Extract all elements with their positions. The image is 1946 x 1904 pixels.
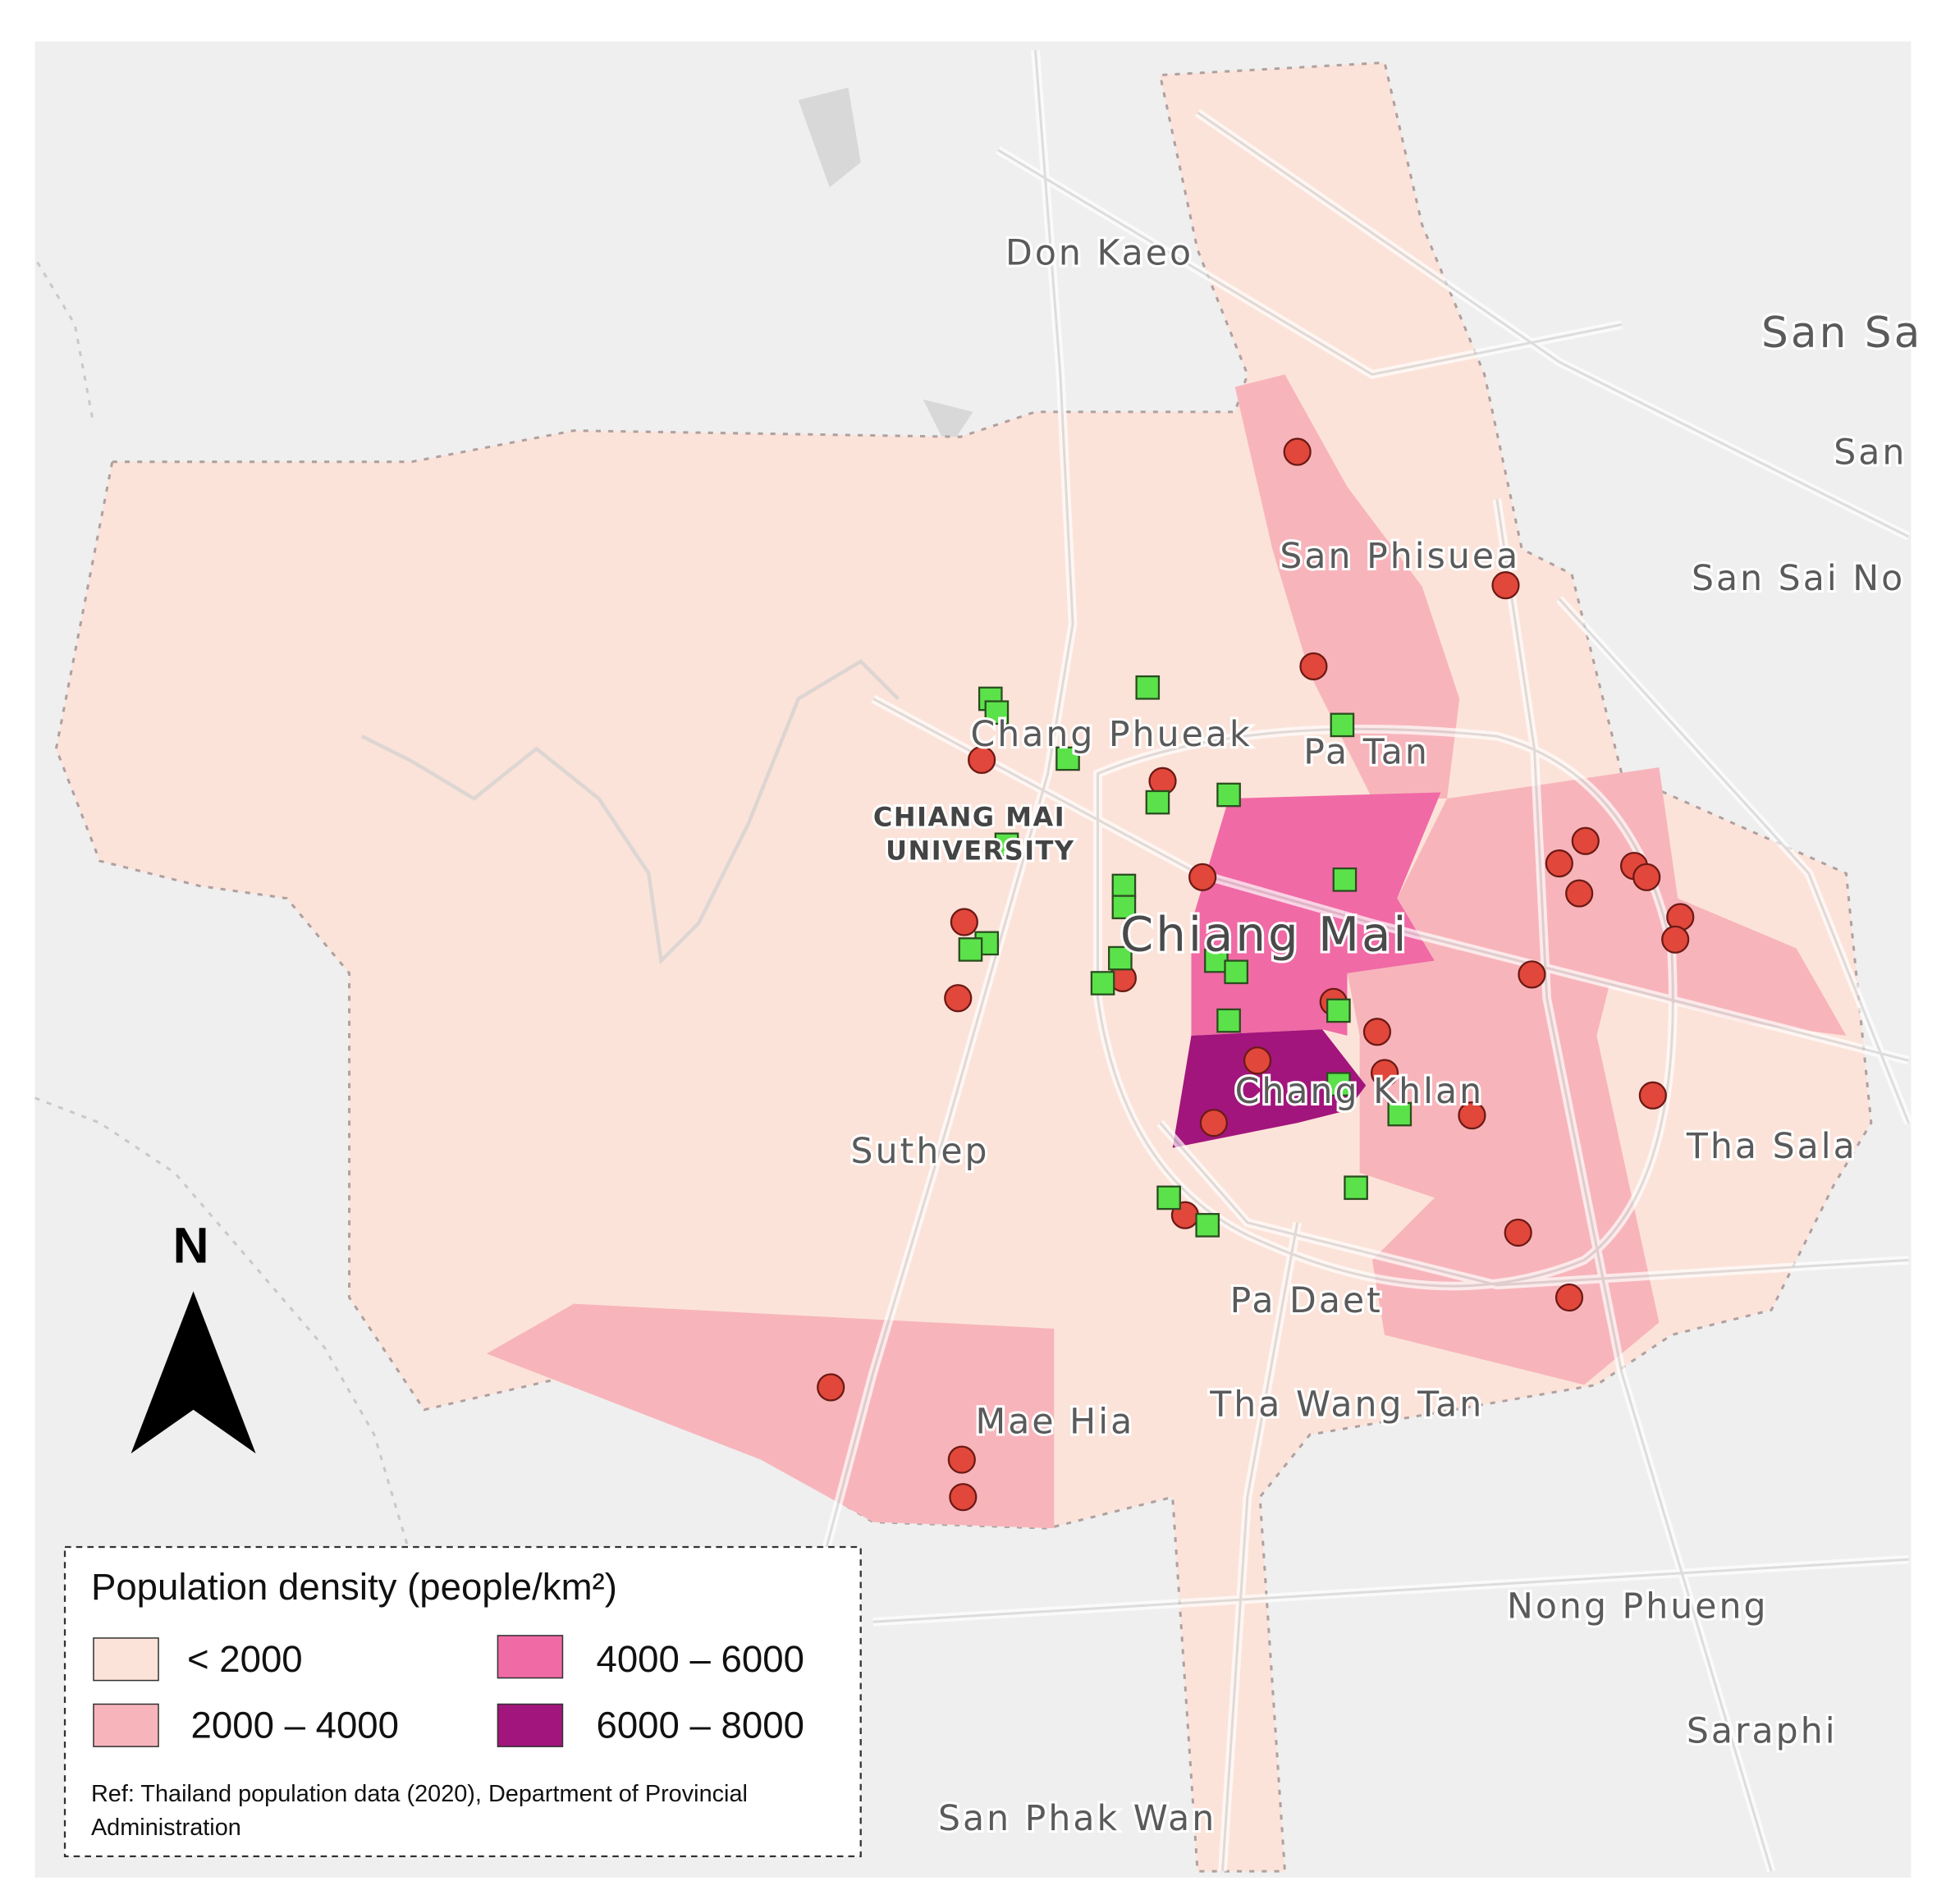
legend-label: < 2000 <box>187 1638 303 1680</box>
place-label: UNIVERSITY <box>886 835 1074 867</box>
legend-source: Ref: Thailand population data (2020), De… <box>91 1781 748 1807</box>
place-label: San Sai No <box>1692 559 1905 599</box>
legend-label: 6000 – 8000 <box>596 1705 804 1746</box>
district-under-2000 <box>54 61 1873 1873</box>
site-circle <box>1188 863 1217 891</box>
site-circle <box>1362 1018 1392 1046</box>
place-label: Chang Phueak <box>970 715 1252 755</box>
boundary <box>34 261 414 1560</box>
site-square <box>1135 675 1161 700</box>
place-label: Pa Tan <box>1303 732 1430 772</box>
site-square <box>1195 1213 1220 1238</box>
site-circle <box>1632 863 1661 891</box>
place-label: San Phisuea <box>1280 537 1520 577</box>
place-labels: Don Kaeo San Sa San San Phisuea San Sai … <box>849 231 1923 1842</box>
site-circle <box>1299 652 1328 681</box>
place-label: Chang Khlan <box>1235 1072 1484 1112</box>
site-circle <box>1458 1101 1486 1130</box>
place-label: Tha Wang Tan <box>1209 1385 1484 1425</box>
site-circle <box>1545 849 1573 878</box>
legend-title: Population density (people/km²) <box>91 1566 617 1608</box>
markers <box>817 437 1695 1512</box>
site-square <box>1156 1185 1181 1211</box>
site-circle <box>1283 437 1312 466</box>
legend-label: 2000 – 4000 <box>191 1705 399 1746</box>
place-label: Pa Daet <box>1230 1281 1383 1321</box>
site-square <box>1224 959 1249 985</box>
site-circle <box>1518 960 1546 989</box>
site-circle <box>817 1373 845 1402</box>
legend-source: Administration <box>91 1815 241 1841</box>
place-label: Don Kaeo <box>1005 234 1193 274</box>
site-circle <box>1555 1283 1584 1312</box>
site-square <box>994 832 1019 858</box>
site-circle <box>947 1445 976 1474</box>
place-label: San Phak Wan <box>938 1799 1216 1839</box>
site-circle <box>1565 879 1594 908</box>
north-label: N <box>173 1217 209 1273</box>
site-square <box>1330 712 1355 738</box>
site-circle <box>950 908 978 936</box>
site-square <box>1216 782 1241 808</box>
trail <box>360 658 900 965</box>
legend-swatch <box>93 1637 159 1682</box>
place-label: Saraphi <box>1687 1712 1838 1752</box>
water <box>798 87 973 450</box>
site-square <box>984 700 1010 725</box>
site-square <box>1332 867 1358 892</box>
site-square <box>1326 998 1351 1023</box>
site-circle <box>1243 1046 1272 1075</box>
place-label: CHIANG MAI <box>873 801 1065 832</box>
site-square <box>1216 1008 1241 1033</box>
place-label: Nong Phueng <box>1507 1587 1769 1627</box>
site-square <box>1387 1101 1413 1127</box>
place-label: Tha Sala <box>1686 1127 1857 1167</box>
site-square <box>1055 746 1080 771</box>
place-label: San Sa <box>1761 309 1922 358</box>
legend-box <box>63 1545 862 1858</box>
legend-swatch <box>497 1703 564 1747</box>
district-2000-4000 <box>486 1303 1055 1529</box>
site-circle <box>944 984 973 1013</box>
site-square <box>1111 895 1137 920</box>
legend-label: 4000 – 6000 <box>596 1638 804 1680</box>
legend: Population density (people/km²) < 2000 2… <box>63 1545 862 1858</box>
site-square <box>958 937 983 962</box>
site-circle <box>1571 826 1600 855</box>
site-square <box>1111 873 1137 899</box>
place-label: Chiang Mai <box>1120 906 1409 962</box>
roads <box>360 49 1913 1873</box>
site-square <box>1344 1175 1368 1201</box>
district-4000-6000 <box>1191 792 1441 1036</box>
place-label: Suthep <box>851 1132 990 1172</box>
district-2000-4000 <box>1347 767 1847 1385</box>
site-circle <box>1491 571 1520 600</box>
site-square <box>1090 971 1115 995</box>
district-2000-4000 <box>1234 374 1460 799</box>
north-arrow <box>130 1291 256 1453</box>
site-circle <box>968 745 996 775</box>
site-square <box>1326 1072 1351 1096</box>
site-circle <box>1661 925 1690 954</box>
legend-swatch <box>93 1703 159 1747</box>
site-circle <box>949 1483 978 1512</box>
place-label: San <box>1834 433 1907 474</box>
site-square <box>1108 945 1133 971</box>
site-circle <box>1370 1059 1399 1087</box>
site-square <box>1145 790 1170 815</box>
legend-swatch <box>497 1635 564 1679</box>
place-label: Mae Hia <box>976 1403 1135 1443</box>
road-edge <box>772 50 1910 1872</box>
site-circle <box>1199 1109 1228 1137</box>
site-circle <box>1638 1081 1667 1110</box>
site-circle <box>1504 1218 1532 1247</box>
